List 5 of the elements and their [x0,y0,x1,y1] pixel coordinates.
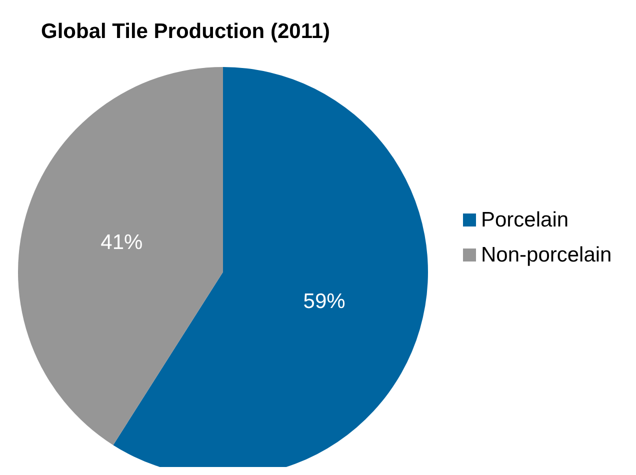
legend-label: Non-porcelain [481,244,612,266]
data-label: 59% [303,290,346,313]
data-label: 41% [100,231,143,254]
chart-title: Global Tile Production (2011) [41,20,330,43]
legend-label: Porcelain [481,208,569,232]
